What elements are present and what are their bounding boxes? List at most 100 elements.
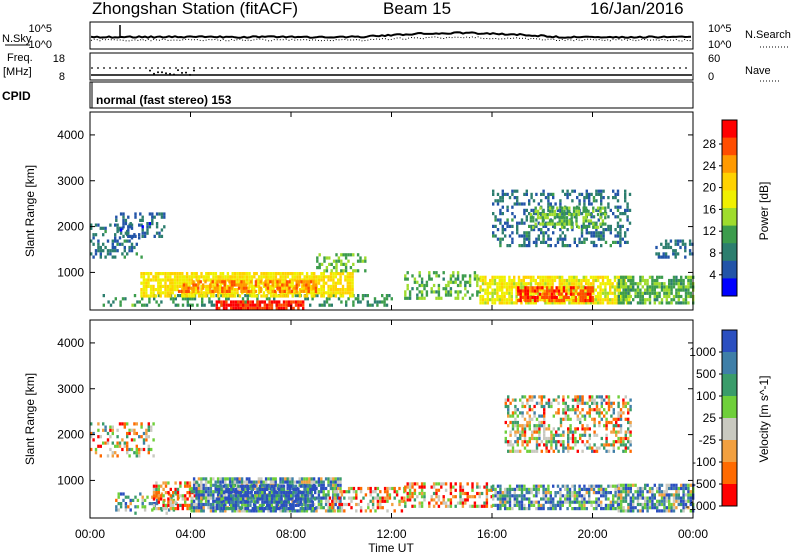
data-cell [496,288,499,292]
data-cell [602,189,605,193]
data-cell [473,501,477,505]
data-cell [518,494,521,498]
data-cell [102,303,105,307]
data-cell [309,286,313,290]
data-cell [283,289,286,293]
data-cell [432,290,436,294]
data-cell [629,443,632,447]
data-cell [404,290,407,294]
data-cell [218,507,221,511]
data-cell [254,303,257,307]
data-cell [234,300,238,304]
data-cell [274,477,277,481]
data-cell [561,500,564,504]
data-cell [601,301,605,305]
data-cell [304,497,307,501]
data-cell [444,290,448,294]
data-cell [550,433,553,437]
data-cell [493,298,497,302]
data-cell [256,500,259,504]
data-cell [130,242,134,246]
data-cell [615,420,618,425]
data-cell [333,294,336,298]
data-cell [614,494,617,498]
data-cell [507,443,510,447]
data-cell [366,300,369,304]
data-cell [204,493,208,497]
cpid-label: CPID [2,89,31,103]
data-cell [626,228,629,232]
data-cell [220,503,223,507]
data-cell [501,278,504,283]
data-cell [528,234,531,238]
nave-dot [189,73,191,76]
data-cell [609,224,612,228]
data-cell [272,477,275,481]
data-cell [437,296,441,300]
data-cell [552,414,555,418]
data-cell [252,509,256,513]
data-cell [347,496,351,500]
data-cell [332,278,335,282]
data-cell [261,491,264,495]
data-cell [232,497,235,501]
data-cell [574,408,577,412]
data-cell [499,218,502,222]
data-cell [317,483,321,487]
data-cell [621,294,624,299]
data-cell [296,509,299,513]
data-cell [277,272,280,276]
data-cell [255,509,258,513]
nave-dot [463,67,465,69]
data-cell [484,298,487,302]
data-cell [506,487,509,491]
data-cell [134,511,137,515]
data-cell [155,487,158,491]
data-cell [202,493,205,497]
data-cell [245,509,249,513]
data-cell [620,291,623,295]
data-cell [172,494,175,498]
data-cell [651,291,654,295]
data-cell [509,443,512,447]
data-cell [601,298,605,302]
data-cell [282,491,286,495]
data-cell [499,487,502,491]
data-cell [557,286,561,290]
data-cell [540,440,543,444]
data-cell [233,280,236,284]
data-cell [536,286,539,290]
nave-dot [205,67,207,69]
data-cell [418,283,421,288]
colorbar-swatch [722,190,737,209]
data-cell [425,293,429,297]
data-cell [221,278,225,282]
data-cell [254,306,257,310]
data-cell [595,497,598,501]
data-cell [528,440,531,444]
data-cell [545,289,549,293]
data-cell [324,477,328,481]
data-cell [218,503,221,507]
data-cell [684,288,688,292]
data-cell [511,240,514,244]
data-cell [588,199,591,203]
data-cell [162,503,165,507]
data-cell [551,209,554,213]
data-cell [672,252,675,256]
data-cell [521,411,524,415]
data-cell [215,306,218,310]
data-cell [133,245,136,250]
data-cell [119,300,122,304]
data-cell [202,483,205,487]
data-cell [142,275,146,279]
data-cell [359,499,363,503]
data-cell [184,484,187,488]
data-cell [547,244,550,248]
data-cell [117,502,120,506]
data-cell [579,295,582,299]
data-cell [212,272,215,276]
data-cell [160,212,164,216]
data-cell [317,502,321,507]
data-cell [347,259,350,263]
